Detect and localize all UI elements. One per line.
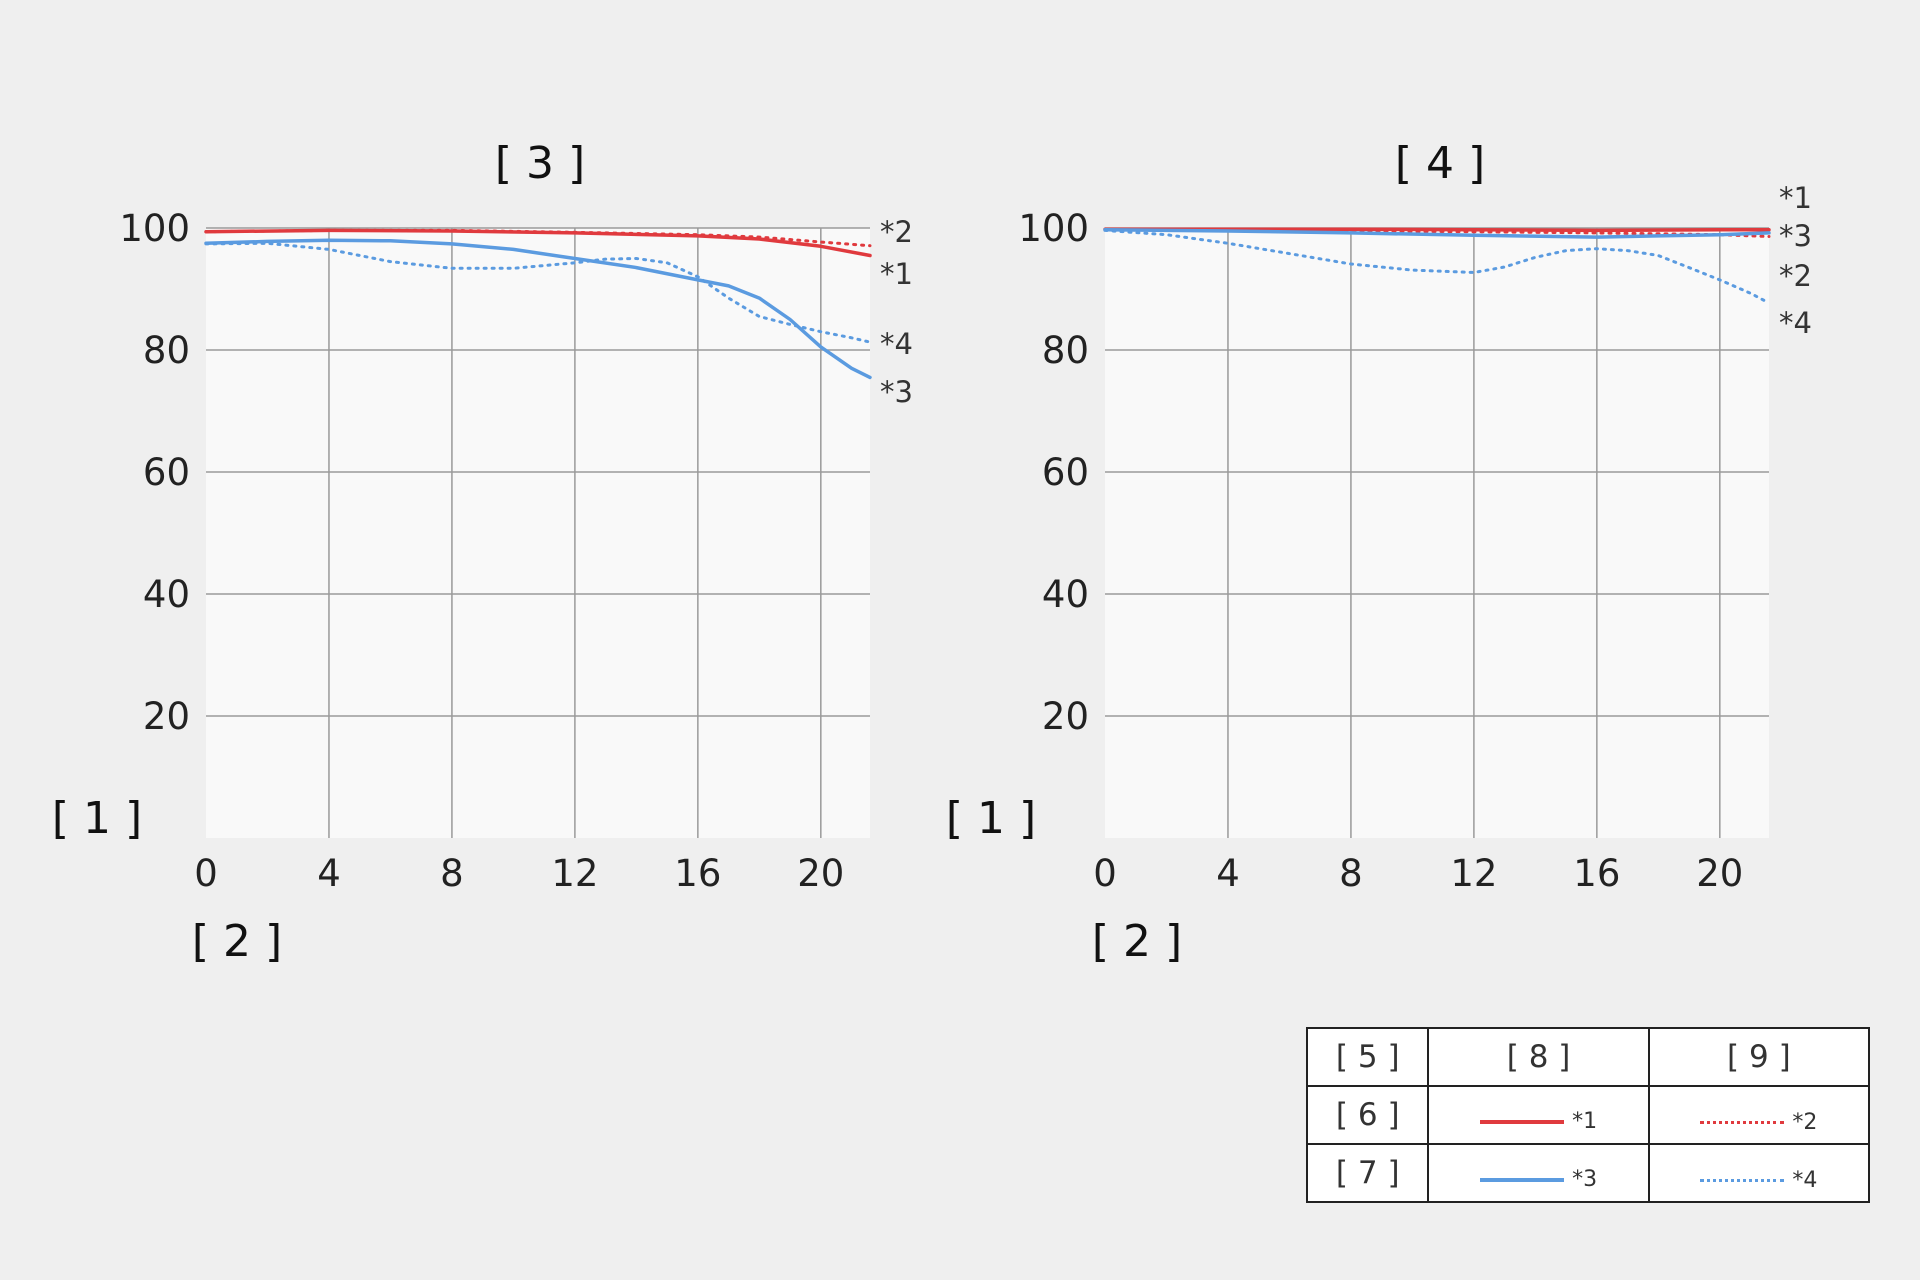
y-tick-label: 40 (143, 573, 190, 616)
legend-dotted-blue-line (1700, 1178, 1785, 1182)
x-tick-label: 12 (1450, 852, 1497, 895)
legend-table: [ 5 ] [ 8 ] [ 9 ] [ 6 ] *1 *2 [ 7 ] *3 (1305, 1027, 1871, 1203)
legend-dotted-red-line (1700, 1120, 1785, 1124)
series-end-label: *3 (880, 375, 913, 409)
series-line-star1 (1103, 227, 1771, 233)
legend-cell: *3 (1427, 1143, 1650, 1203)
x-tick-label: 16 (674, 852, 721, 895)
legend-header-cell: [ 8 ] (1427, 1027, 1650, 1087)
x-tick-label: 12 (551, 852, 598, 895)
y-tick-label: 100 (119, 207, 190, 250)
legend-solid-red-line (1480, 1119, 1565, 1124)
legend-entry-label: *3 (1572, 1167, 1598, 1193)
y-tick-label: 40 (1042, 573, 1089, 616)
legend-row-label: [ 7 ] (1305, 1143, 1430, 1203)
x-tick-label: 8 (440, 852, 464, 895)
legend-header-cell: [ 9 ] (1647, 1027, 1871, 1087)
legend-row: [ 7 ] *3 *4 (1305, 1143, 1871, 1203)
legend-header-cell: [ 5 ] (1305, 1027, 1430, 1087)
y-tick-label: 60 (143, 451, 190, 494)
y-tick-label: 20 (1042, 695, 1089, 738)
series-end-label: *2 (880, 215, 913, 249)
legend-cell: *4 (1647, 1143, 1871, 1203)
series-line-star3 (204, 238, 872, 380)
x-tick-label: 4 (1216, 852, 1240, 895)
y-tick-label: 100 (1018, 207, 1089, 250)
y-axis-label: [ 1 ] (946, 793, 1036, 844)
y-axis-label: [ 1 ] (52, 793, 142, 844)
legend-entry-label: *4 (1792, 1167, 1818, 1193)
series-line-star2 (204, 228, 872, 248)
x-tick-label: 4 (317, 852, 341, 895)
x-tick-label: 16 (1573, 852, 1620, 895)
y-tick-label: 80 (143, 329, 190, 372)
legend-header-row: [ 5 ] [ 8 ] [ 9 ] (1305, 1027, 1871, 1087)
series-end-label: *4 (1779, 306, 1812, 340)
series-line-star4 (204, 241, 872, 344)
legend-row-label: [ 6 ] (1305, 1085, 1430, 1145)
x-tick-label: 0 (194, 852, 218, 895)
y-tick-label: 20 (143, 695, 190, 738)
chart-title: [ 3 ] (495, 138, 585, 189)
series-line-star3 (1103, 228, 1771, 239)
x-axis-label: [ 2 ] (192, 916, 282, 967)
y-tick-label: 80 (1042, 329, 1089, 372)
series-end-label: *4 (880, 327, 913, 361)
legend-cell: *1 (1427, 1085, 1650, 1145)
x-axis-label: [ 2 ] (1092, 916, 1182, 967)
plot-area (206, 228, 870, 838)
y-tick-label: 60 (1042, 451, 1089, 494)
series-end-label: *1 (1779, 181, 1812, 215)
series-end-label: *2 (1779, 259, 1812, 293)
x-tick-label: 8 (1339, 852, 1363, 895)
plot-area (1105, 228, 1769, 838)
chart-title: [ 4 ] (1395, 138, 1485, 189)
chart-panel: 0 4 8 12 16 20 100 80 60 40 20 *1 *3 *2 *4 [ 4 ] [ 1 ] [ … (946, 138, 1812, 967)
series-end-label: *1 (880, 257, 913, 291)
x-tick-label: 20 (1696, 852, 1743, 895)
series-end-label: *3 (1779, 219, 1812, 253)
legend-entry-label: *2 (1792, 1109, 1818, 1135)
chart-panel: 0 4 8 12 16 20 100 80 60 40 20 *2 *1 *4 *3 [ 3 ] [ 1 ] [ … (52, 138, 913, 967)
series-line-star4 (1103, 228, 1771, 305)
legend-row: [ 6 ] *1 *2 (1305, 1085, 1871, 1145)
x-tick-label: 0 (1093, 852, 1117, 895)
legend-cell: *2 (1647, 1085, 1871, 1145)
x-tick-label: 20 (797, 852, 844, 895)
legend-solid-blue-line (1480, 1177, 1565, 1182)
legend-entry-label: *1 (1572, 1109, 1598, 1135)
